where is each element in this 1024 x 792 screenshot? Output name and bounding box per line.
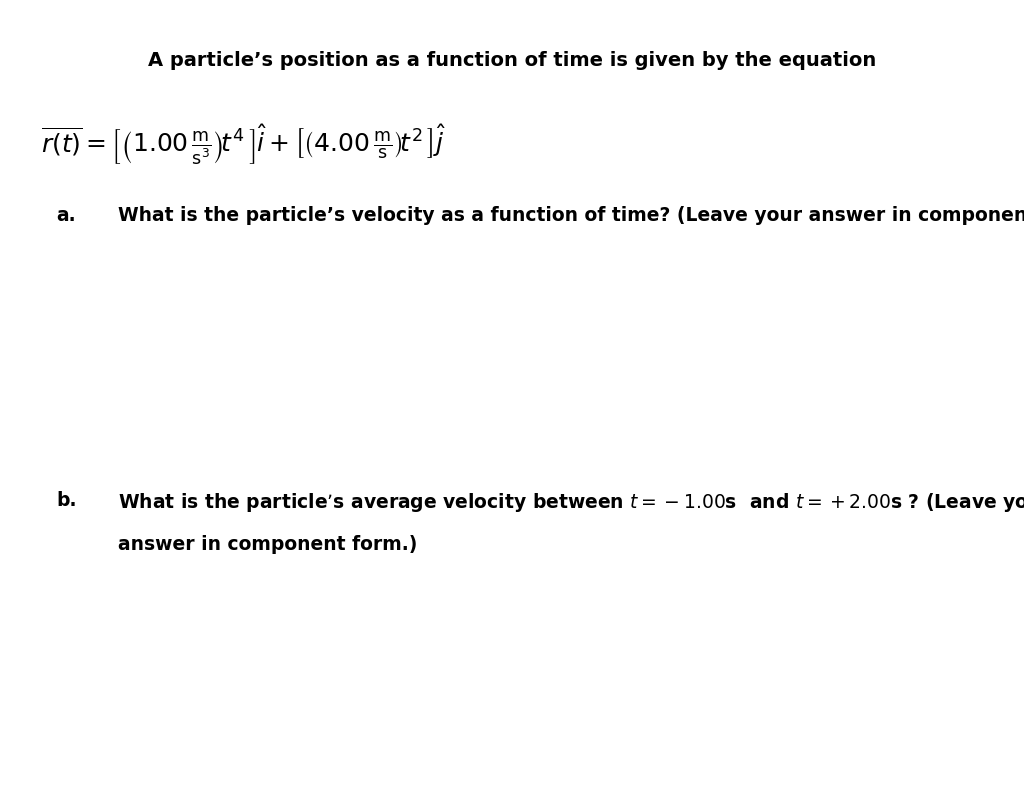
Text: What is the particle’s average velocity between $t =-1.00$s  and $t =+2.00$s ? (: What is the particle’s average velocity … — [118, 491, 1024, 514]
Text: a.: a. — [56, 206, 76, 225]
Text: What is the particle’s velocity as a function of time? (Leave your answer in com: What is the particle’s velocity as a fun… — [118, 206, 1024, 225]
Text: answer in component form.): answer in component form.) — [118, 535, 417, 554]
Text: b.: b. — [56, 491, 77, 510]
Text: A particle’s position as a function of time is given by the equation: A particle’s position as a function of t… — [147, 51, 877, 70]
Text: $\overline{r(t)}=\left[\left(1.00\,\frac{\mathrm{m}}{\mathrm{s}^3}\right)\!t^4\,: $\overline{r(t)}=\left[\left(1.00\,\frac… — [41, 123, 446, 167]
